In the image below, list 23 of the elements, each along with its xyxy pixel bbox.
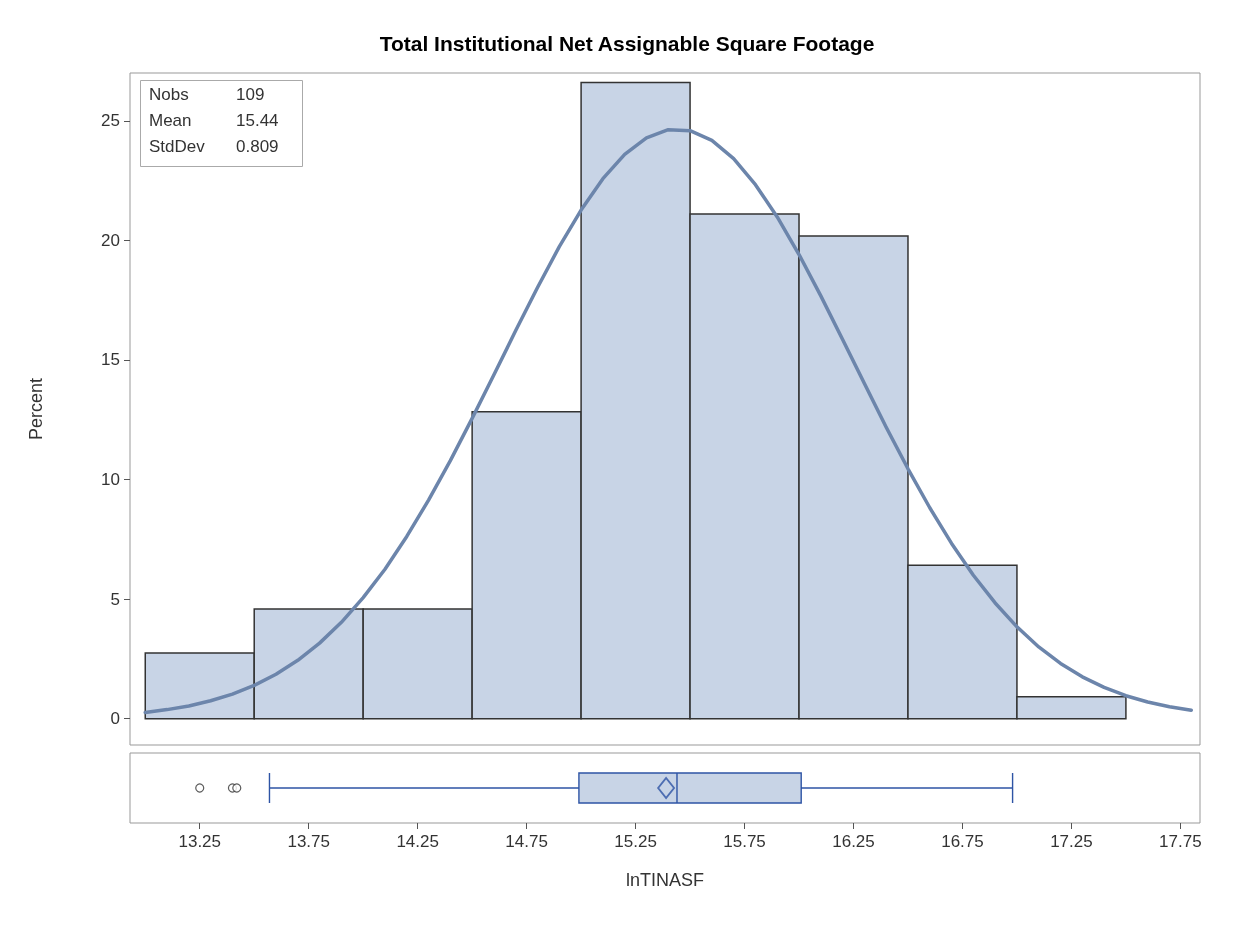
x-axis-title: lnTINASF (625, 870, 705, 890)
x-tick-label: 13.75 (287, 832, 330, 851)
y-tick-label: 5 (110, 589, 120, 609)
x-tick-label: 14.75 (505, 832, 548, 851)
y-tick-label: 15 (101, 350, 120, 370)
x-tick-label: 17.25 (1050, 832, 1093, 851)
x-tick-label: 16.25 (832, 832, 875, 851)
x-tick-label: 15.25 (614, 832, 657, 851)
x-tick-label: 16.75 (941, 832, 984, 851)
text: StdDev 0.809 (149, 137, 279, 156)
x-tick-label: 15.75 (723, 832, 766, 851)
y-axis-title: Percent (26, 377, 46, 441)
y-tick-label: 25 (101, 111, 120, 131)
y-tick-label: 0 (110, 709, 120, 729)
y-tick-label: 20 (101, 230, 120, 250)
text: Nobs 109 (149, 85, 265, 104)
line-series (143, 127, 1194, 715)
y-tick-label: 10 (101, 470, 120, 490)
x-tick-label: 13.25 (178, 832, 222, 851)
text: Mean 15.44 (149, 111, 279, 130)
x-tick-label: 17.75 (1159, 832, 1202, 851)
chart-title: Total Institutional Net Assignable Square Footage (379, 32, 875, 55)
x-tick-label: 14.25 (396, 832, 439, 851)
